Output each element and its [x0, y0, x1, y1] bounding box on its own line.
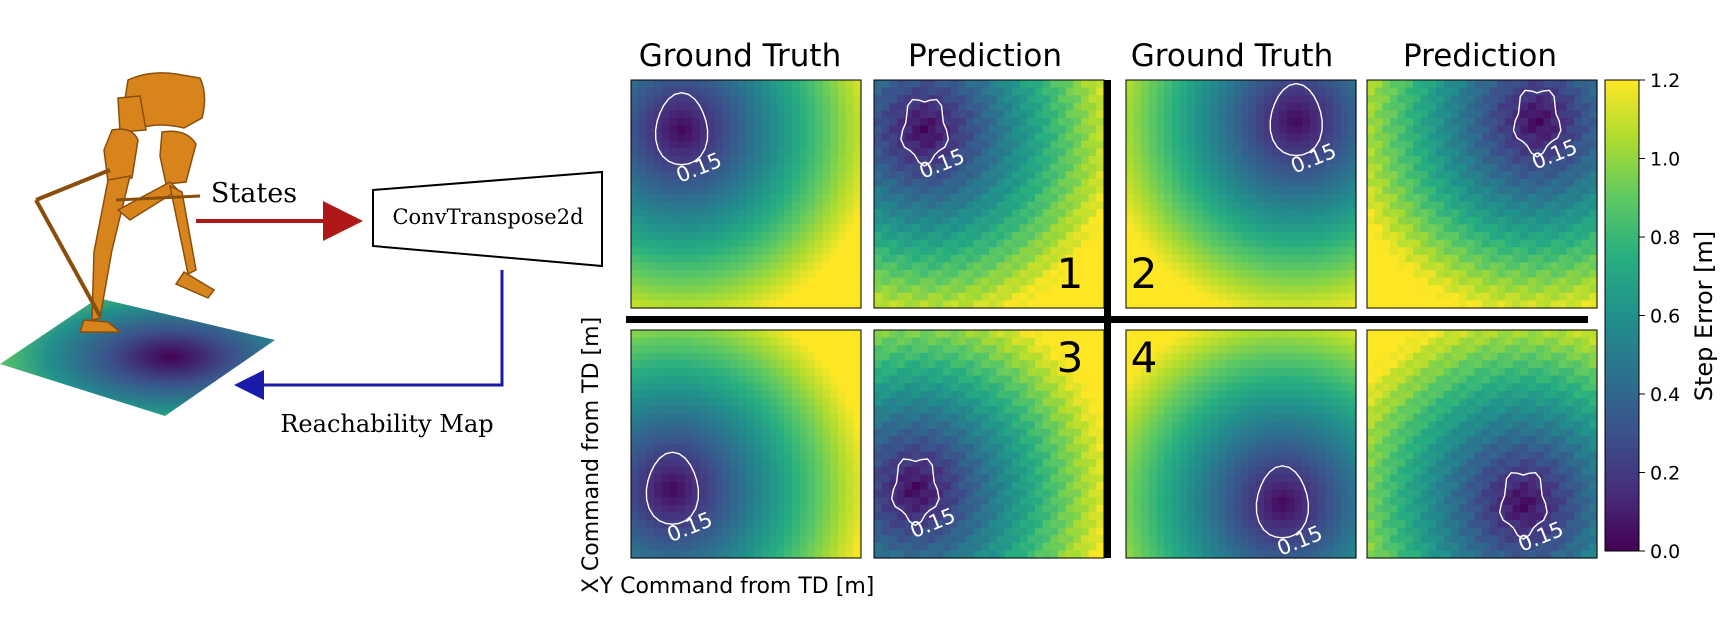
case-number-3: 3 [1057, 333, 1084, 382]
heatmap-panel-case-3-ground-truth: 0.15 [630, 329, 862, 559]
heatmap-panel-case-1-prediction: 0.15 [873, 79, 1105, 309]
conv-transpose-block: ConvTranspose2d [372, 170, 603, 268]
case-number-1: 1 [1057, 249, 1084, 298]
colorbar-tick-label: 1.0 [1650, 149, 1680, 171]
y-axis-label: X Command from TD [m] [579, 317, 604, 593]
column-title-ground-truth-right: Ground Truth [1131, 38, 1333, 74]
heatmap-panel-case-2-ground-truth: 0.15 [1125, 79, 1357, 309]
column-title-prediction-left: Prediction [908, 38, 1062, 74]
colorbar-tick-label: 0.8 [1650, 227, 1680, 249]
contour-line [1512, 89, 1562, 158]
horizontal-separator [626, 316, 1588, 323]
contour-line [1498, 471, 1548, 540]
network-label: ConvTranspose2d [392, 205, 583, 229]
contour-line [654, 91, 709, 166]
cassie-robot-illustration [34, 72, 216, 333]
case-number-4: 4 [1131, 333, 1158, 382]
heatmap-panel-case-2-prediction: 0.15 [1366, 79, 1598, 309]
states-label: States [211, 178, 297, 209]
colorbar-label: Step Error [m] [1690, 231, 1718, 402]
contour-line [900, 98, 950, 167]
x-axis-label: Y Command from TD [m] [599, 574, 875, 599]
reachability-map-label: Reachability Map [280, 410, 493, 438]
reachability-map-arrow [234, 270, 504, 400]
contour-line [1255, 465, 1310, 539]
contour-line [890, 458, 940, 527]
colorbar: 0.0 0.2 0.4 0.6 0.8 1.0 1.2 Step Error [m] [1604, 70, 1718, 563]
heatmap-panel-case-4-prediction: 0.15 [1366, 329, 1598, 559]
heatmap-panel-case-1-ground-truth: 0.15 [630, 79, 862, 309]
column-title-prediction-right: Prediction [1403, 38, 1557, 74]
heatmap-grid: 0.15 0.15 0.15 0.150.15 0.15 0.15 0.15 [630, 79, 1598, 561]
colorbar-tick-label: 0.6 [1650, 306, 1680, 328]
colorbar-tick-label: 0.4 [1650, 384, 1680, 406]
case-number-2: 2 [1131, 249, 1158, 298]
colorbar-tick-label: 0.0 [1650, 541, 1680, 563]
colorbar-tick-label: 0.2 [1650, 463, 1680, 485]
reachability-floor-map [0, 298, 275, 416]
colorbar-tick-label: 1.2 [1650, 70, 1680, 92]
column-title-ground-truth-left: Ground Truth [639, 38, 841, 74]
heatmap-panel-case-3-prediction: 0.15 [873, 329, 1105, 559]
contour-line [1269, 82, 1323, 157]
heatmap-panel-case-4-ground-truth: 0.15 [1125, 329, 1357, 561]
contour-line [645, 451, 700, 525]
